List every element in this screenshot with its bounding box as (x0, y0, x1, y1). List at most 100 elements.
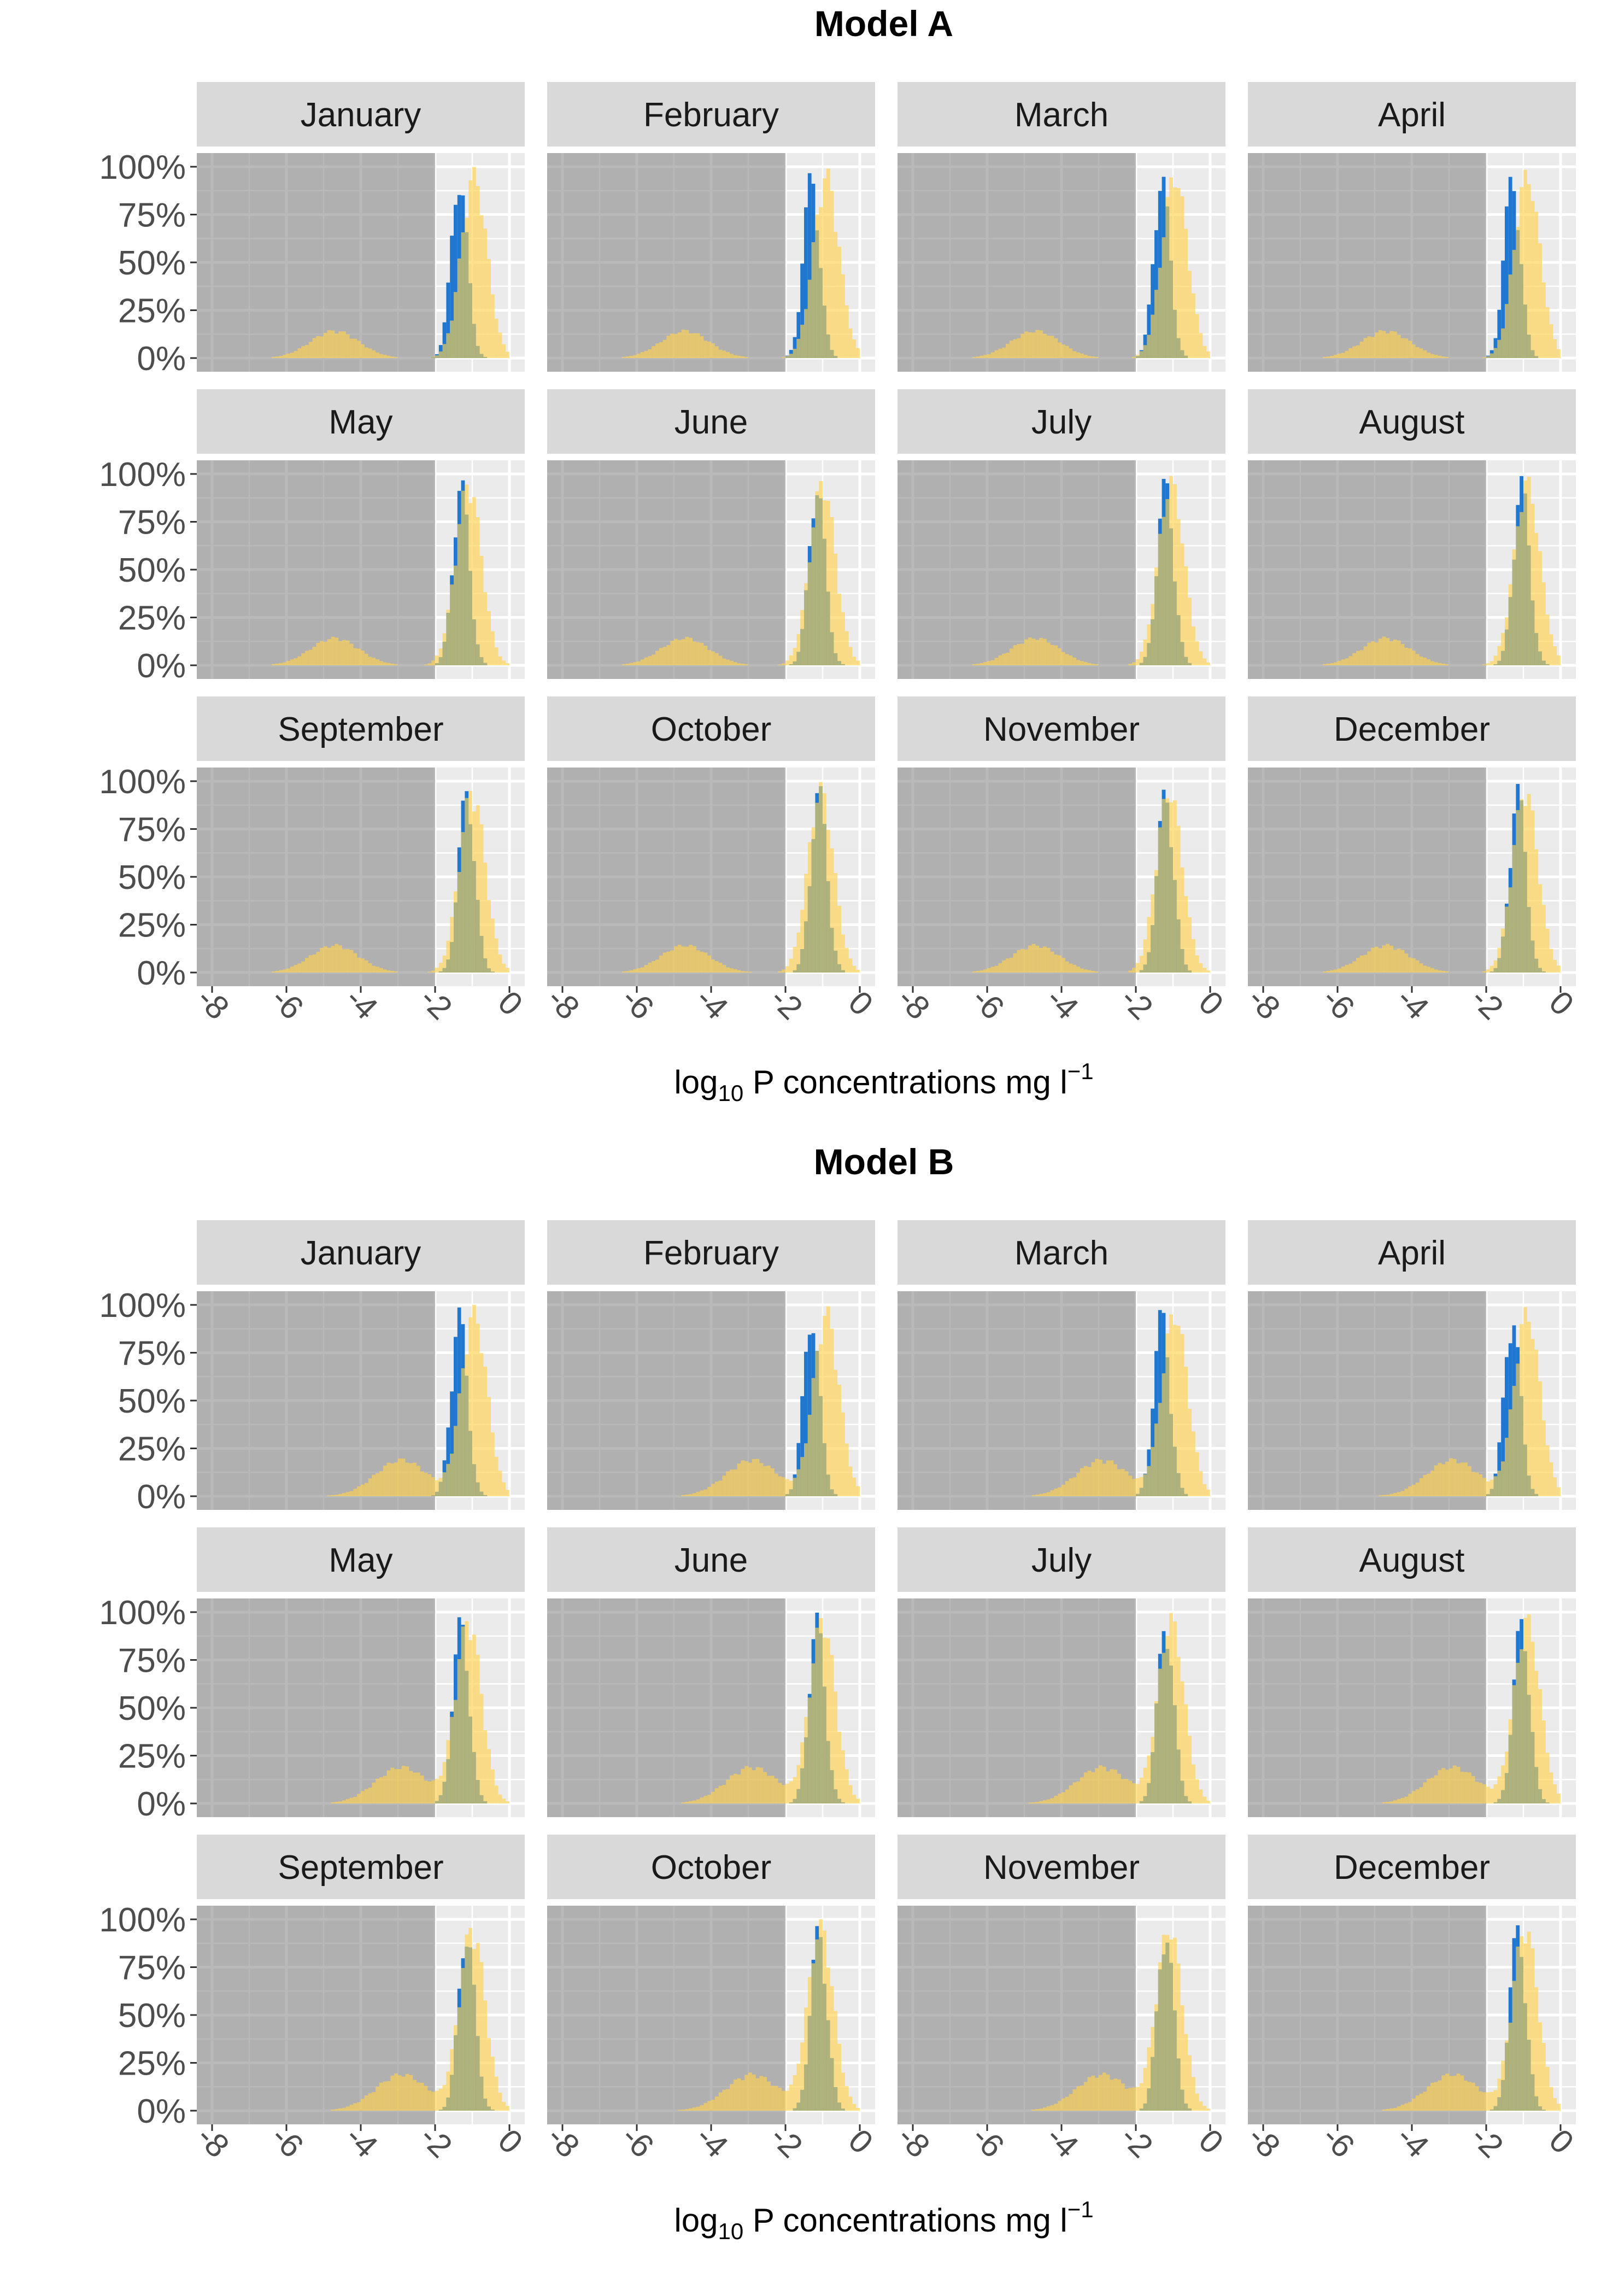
histogram-bar-yellow (457, 2007, 461, 2111)
histogram-bar-yellow (1080, 968, 1084, 973)
histogram-bar-yellow (848, 1785, 853, 1803)
facet-strip (1248, 389, 1576, 454)
facet-strip (898, 696, 1225, 761)
histogram-bar-yellow (796, 2063, 801, 2111)
histogram-bar-yellow (383, 969, 387, 973)
histogram-bar-yellow (1460, 2075, 1464, 2111)
histogram-bar-yellow (737, 1774, 741, 1803)
histogram-bar-yellow (767, 1776, 771, 1803)
histogram-bar-yellow (372, 2092, 376, 2111)
histogram-bar-yellow (357, 341, 361, 358)
histogram-bar-yellow (785, 966, 789, 973)
histogram-bar-yellow (693, 333, 696, 358)
histogram-bar-yellow (1076, 967, 1080, 973)
histogram-bar-yellow (770, 1776, 775, 1803)
histogram-bar-yellow (1095, 356, 1099, 358)
histogram-bar-yellow (1009, 341, 1013, 358)
histogram-bar-yellow (789, 1480, 793, 1496)
histogram-bar-yellow (1400, 338, 1405, 358)
histogram-bar-yellow (1050, 2105, 1054, 2111)
histogram-bar-yellow (1169, 1939, 1173, 2111)
histogram-bar-yellow (271, 356, 275, 358)
histogram-bar-yellow (1382, 945, 1386, 973)
histogram-bar-yellow (438, 648, 443, 665)
histogram-bar-yellow (294, 658, 298, 665)
histogram-bar-yellow (353, 953, 357, 973)
histogram-bar-yellow (1050, 645, 1054, 665)
histogram-bar-yellow (472, 1635, 476, 1803)
histogram-bar-yellow (1400, 644, 1405, 665)
x-tick-label: -2 (413, 980, 459, 1027)
histogram-bar-yellow (472, 811, 476, 973)
histogram-bar-yellow (1154, 1701, 1158, 1803)
shaded-region (197, 460, 435, 679)
histogram-bar-yellow (1169, 1613, 1173, 1803)
histogram-bar-yellow (633, 969, 637, 973)
histogram-bar-yellow (368, 2093, 372, 2111)
histogram-bar-yellow (1386, 638, 1390, 665)
histogram-bar-yellow (1352, 653, 1356, 665)
histogram-bar-yellow (345, 1799, 350, 1803)
histogram-bar-yellow (494, 2076, 498, 2111)
histogram-bar-yellow (1386, 1802, 1390, 1803)
histogram-bar-yellow (1419, 963, 1423, 973)
histogram-bar-yellow (1352, 961, 1356, 973)
histogram-bar-yellow (1493, 1476, 1498, 1496)
histogram-bar-yellow (696, 1491, 700, 1496)
histogram-bar-yellow (637, 968, 641, 973)
histogram-bar-yellow (714, 2096, 719, 2111)
histogram-bar-yellow (1043, 946, 1047, 973)
facet-strip (898, 389, 1225, 454)
histogram-bar-yellow (980, 970, 984, 973)
histogram-bar-yellow (1192, 626, 1195, 665)
histogram-bar-yellow (730, 968, 734, 973)
histogram-bar-yellow (856, 1799, 860, 1803)
histogram-bar-yellow (778, 971, 782, 973)
histogram-bar-yellow (662, 952, 667, 973)
histogram-bar-yellow (1106, 2074, 1110, 2111)
histogram-bar-yellow (782, 1785, 785, 1803)
histogram-bar-yellow (290, 659, 294, 665)
histogram-bar-yellow (848, 1466, 853, 1496)
histogram-bar-yellow (383, 1776, 387, 1803)
histogram-bar-yellow (1154, 2004, 1158, 2111)
histogram-bar-blue (800, 1396, 804, 1496)
histogram-bar-yellow (401, 1766, 406, 1803)
histogram-bar-yellow (1557, 349, 1561, 358)
histogram-bar-yellow (383, 2081, 387, 2111)
histogram-bar-yellow (1083, 969, 1088, 973)
histogram-bar-blue (1505, 206, 1509, 358)
facet-label: July (1031, 403, 1092, 441)
histogram-bar-yellow (335, 333, 339, 358)
histogram-bar-yellow (1199, 963, 1203, 973)
histogram-bar-yellow (1087, 1467, 1092, 1496)
facet-label: December (1334, 711, 1490, 748)
histogram-bar-yellow (1165, 197, 1170, 358)
histogram-bar-yellow (331, 636, 335, 665)
histogram-bar-yellow (1434, 1465, 1438, 1496)
histogram-bar-yellow (1095, 2077, 1099, 2111)
histogram-bar-yellow (655, 343, 659, 358)
histogram-bar-yellow (844, 1443, 849, 1496)
histogram-bar-yellow (1117, 1773, 1121, 1803)
y-tick-label: 75% (118, 1642, 186, 1680)
histogram-bar-yellow (811, 242, 816, 358)
histogram-bar-yellow (674, 946, 678, 973)
facet-strip (547, 1527, 875, 1592)
histogram-bar-yellow (1545, 929, 1550, 973)
histogram-bar-yellow (417, 1772, 420, 1803)
histogram-bar-yellow (1147, 624, 1151, 665)
histogram-bar-blue (1147, 304, 1151, 358)
histogram-bar-yellow (1139, 2083, 1143, 2111)
histogram-bar-yellow (811, 1663, 816, 1803)
histogram-bar-yellow (357, 957, 361, 973)
histogram-bar-yellow (804, 874, 808, 973)
histogram-bar-yellow (368, 348, 372, 358)
histogram-bar-yellow (1188, 598, 1192, 665)
histogram-bar-yellow (1322, 356, 1327, 358)
histogram-bar-yellow (1169, 802, 1173, 973)
histogram-bar-yellow (1497, 1471, 1502, 1496)
histogram-bar-yellow (1359, 955, 1364, 973)
x-tick-label: -8 (890, 980, 937, 1027)
